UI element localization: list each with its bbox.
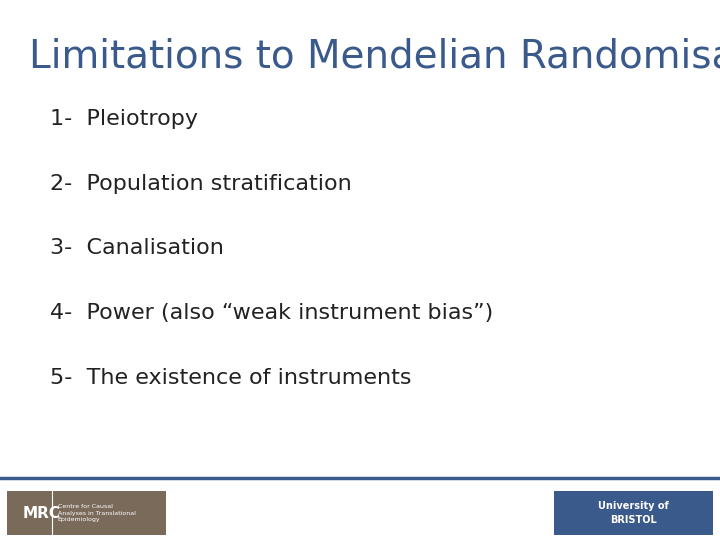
Text: MRC: MRC xyxy=(23,505,61,521)
FancyBboxPatch shape xyxy=(7,491,166,535)
Text: Centre for Causal
Analyses in Translational
Epidemiology: Centre for Causal Analyses in Translatio… xyxy=(58,504,135,522)
Text: 5-  The existence of instruments: 5- The existence of instruments xyxy=(50,368,412,388)
Text: 4-  Power (also “weak instrument bias”): 4- Power (also “weak instrument bias”) xyxy=(50,303,494,323)
Text: 2-  Population stratification: 2- Population stratification xyxy=(50,173,352,194)
Text: University of
BRISTOL: University of BRISTOL xyxy=(598,502,669,524)
FancyBboxPatch shape xyxy=(554,491,713,535)
Text: 3-  Canalisation: 3- Canalisation xyxy=(50,238,224,259)
Text: Limitations to Mendelian Randomisation: Limitations to Mendelian Randomisation xyxy=(29,38,720,76)
Text: 1-  Pleiotropy: 1- Pleiotropy xyxy=(50,109,199,129)
